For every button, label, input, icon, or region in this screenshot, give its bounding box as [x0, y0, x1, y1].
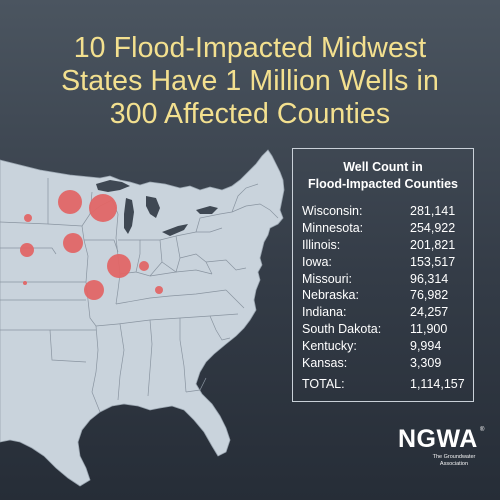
state-name: South Dakota: [302, 322, 382, 337]
logo-trademark: ® [480, 427, 485, 433]
table-row: Missouri: 96,314 [302, 271, 468, 288]
bubble-missouri [84, 280, 104, 300]
table-row: Indiana: 24,257 [302, 304, 468, 321]
headline: 10 Flood-Impacted Midwest States Have 1 … [20, 32, 480, 131]
well-count: 76,982 [410, 288, 449, 303]
bubble-wisconsin [89, 194, 117, 222]
bubble-kansas [23, 281, 27, 285]
state-name: Minnesota: [302, 220, 364, 235]
logo-wordmark: NGWA [398, 425, 478, 453]
lake-michigan [124, 198, 134, 234]
state-name: Kentucky: [302, 339, 357, 354]
state-name: Indiana: [302, 305, 347, 320]
table-row: Illinois: 201,821 [302, 237, 468, 254]
eastern-us-landmass [0, 149, 285, 487]
table-row: South Dakota: 11,900 [302, 321, 468, 338]
table-row: Minnesota: 254,922 [302, 220, 468, 237]
lake-ontario [196, 206, 218, 214]
table-rows: Wisconsin: 281,141 Minnesota: 254,922 Illi… [302, 203, 468, 372]
well-count: 3,309 [410, 356, 442, 371]
well-count: 9,994 [410, 339, 442, 354]
ngwa-logo: NGWA ® The Groundwater Association [398, 425, 488, 475]
table-row: Kansas: 3,309 [302, 355, 468, 372]
table-row: Wisconsin: 281,141 [302, 203, 468, 220]
well-count: 281,141 [410, 204, 456, 218]
well-count: 254,922 [410, 220, 456, 235]
state-name: Missouri: [302, 271, 353, 286]
logo-subtitle: The Groundwater Association [424, 454, 484, 468]
bubble-south-dakota [24, 214, 32, 222]
bubble-minnesota [58, 190, 82, 214]
well-count: 96,314 [410, 271, 449, 286]
state-name: Kansas: [302, 356, 348, 371]
state-name: Illinois: [302, 237, 341, 252]
table-total-row: TOTAL: 1,114,157 [302, 376, 468, 393]
total-value: 1,114,157 [410, 377, 465, 391]
headline-line-3: 300 Affected Counties [109, 98, 391, 130]
table-row: Kentucky: 9,994 [302, 338, 468, 355]
total-label: TOTAL: [302, 377, 345, 391]
well-count: 201,821 [410, 237, 456, 252]
well-count-table: Well Count in Flood-Impacted Counties Wi… [292, 148, 474, 402]
well-count: 153,517 [410, 254, 456, 269]
well-count: 24,257 [410, 305, 449, 320]
logo-subtitle-line-2: Association [439, 461, 469, 467]
table-title-line-2: Flood-Impacted Counties [308, 177, 458, 191]
lake-huron [146, 196, 160, 218]
headline-line-1: 10 Flood-Impacted Midwest [73, 32, 427, 64]
bubble-nebraska [20, 243, 34, 257]
bubble-kentucky [155, 286, 163, 294]
well-count-bubbles [20, 190, 163, 300]
table-row: Nebraska: 76,982 [302, 287, 468, 304]
table-title: Well Count in Flood-Impacted Counties [293, 159, 473, 193]
state-borders [0, 178, 279, 413]
lake-erie [162, 224, 188, 236]
state-name: Nebraska: [302, 288, 359, 303]
table-title-line-1: Well Count in [343, 160, 423, 174]
bubble-illinois [107, 254, 131, 278]
state-name: Iowa: [302, 254, 332, 269]
state-name: Wisconsin: [302, 204, 363, 218]
headline-line-2: States Have 1 Million Wells in [61, 65, 439, 97]
well-count: 11,900 [410, 322, 448, 337]
logo-subtitle-line-1: The Groundwater [432, 454, 476, 460]
bubble-indiana [139, 261, 149, 271]
bubble-iowa [63, 233, 83, 253]
lake-superior [96, 180, 130, 192]
table-row: Iowa: 153,517 [302, 254, 468, 271]
